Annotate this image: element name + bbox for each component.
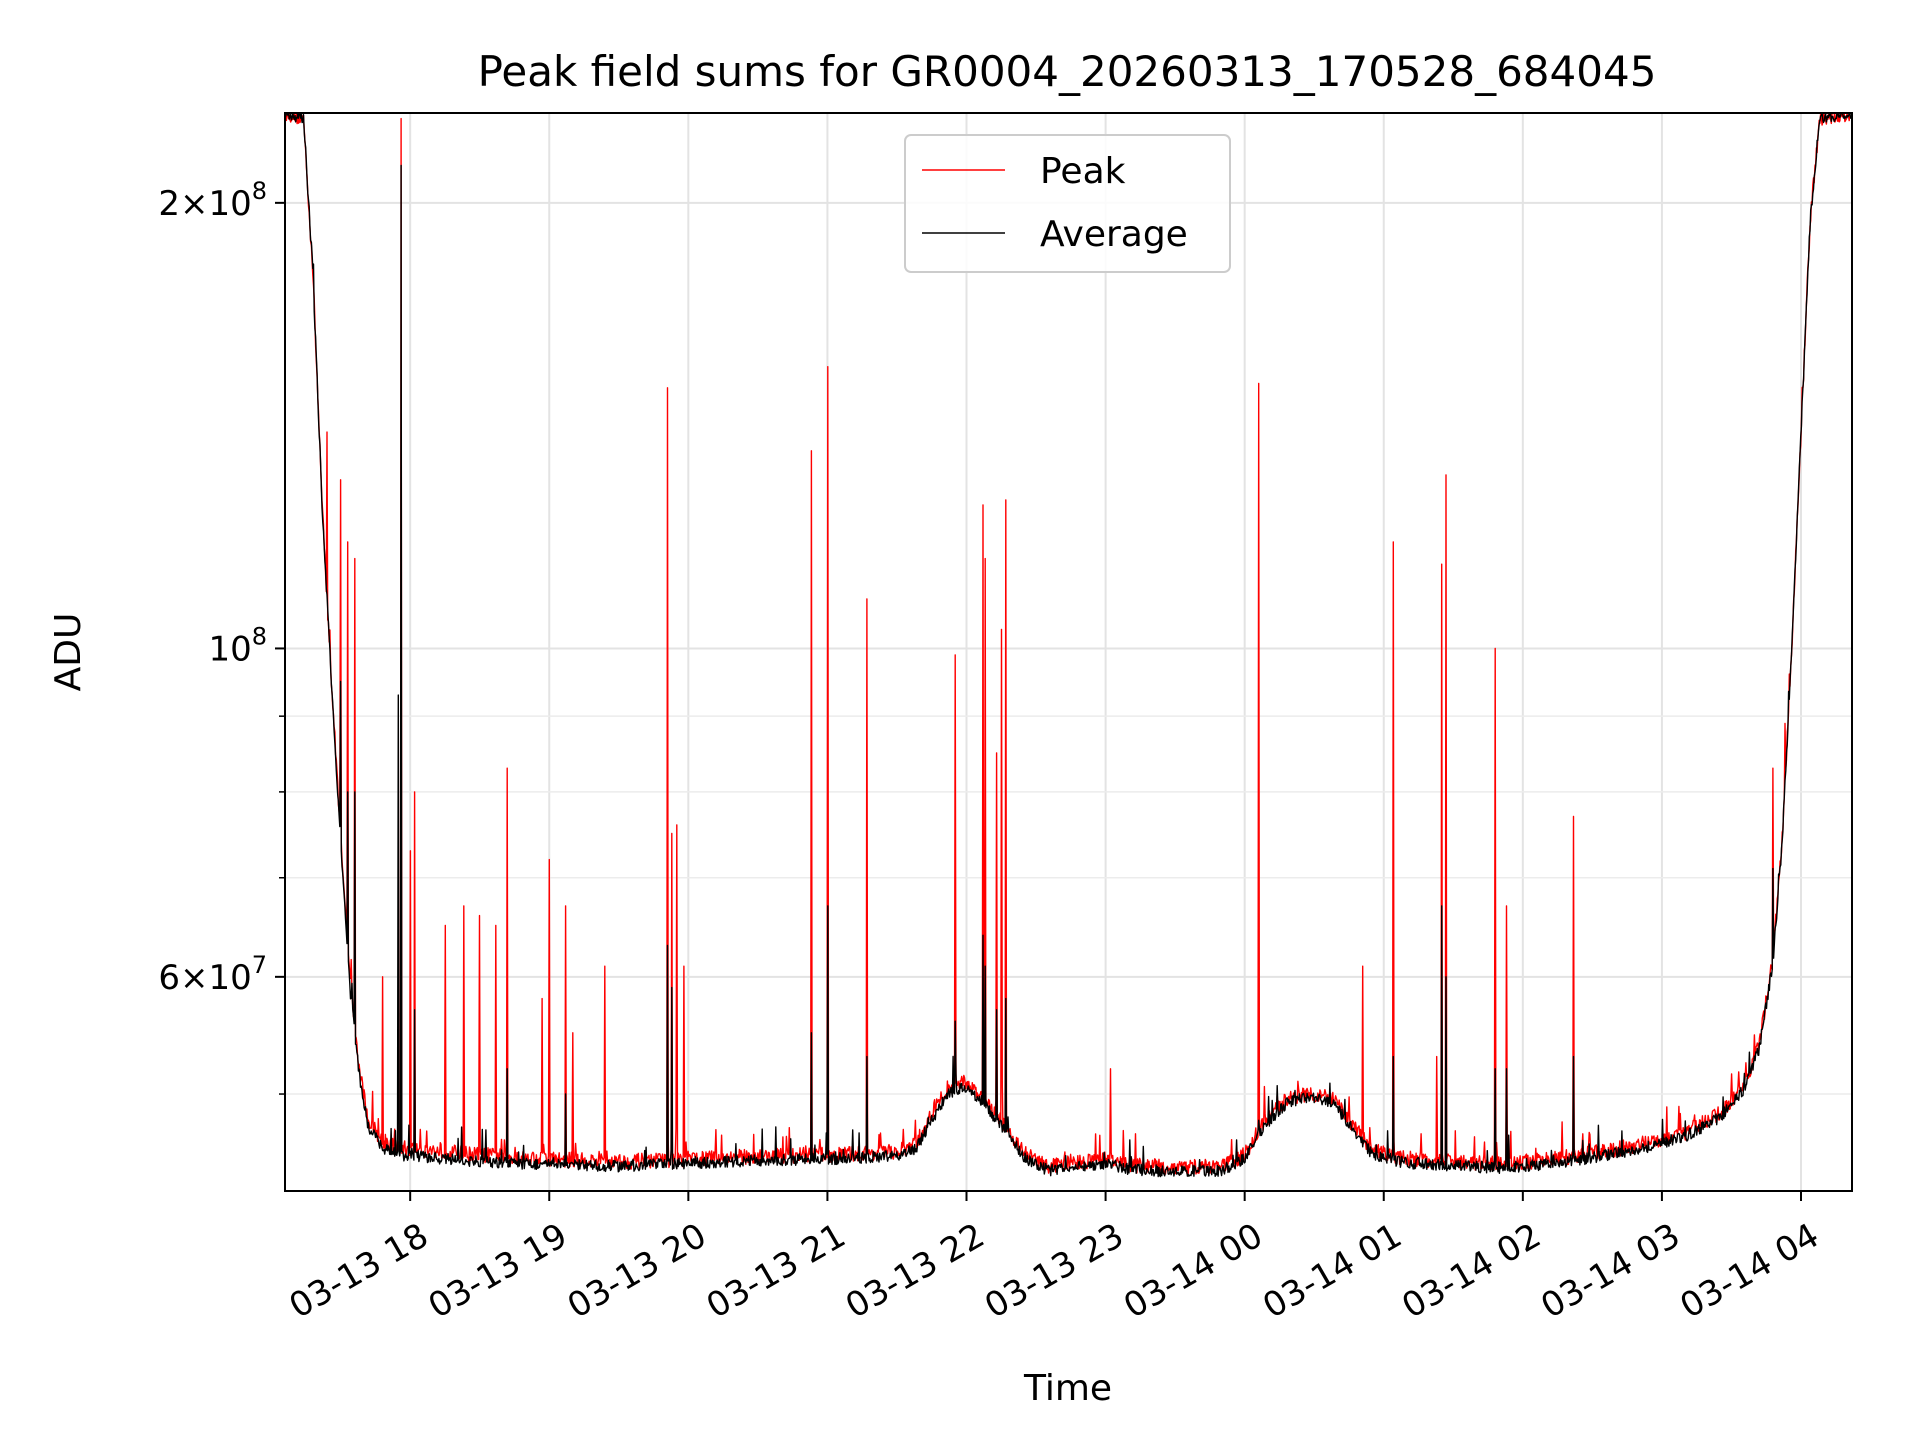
- series-line-average: [284, 112, 1853, 1178]
- legend: Peak Average: [904, 134, 1231, 273]
- chart-title: Peak field sums for GR0004_20260313_1705…: [478, 47, 1657, 96]
- series-line-peak: [284, 112, 1853, 1175]
- y-axis-label: ADU: [48, 613, 89, 692]
- legend-label-average: Average: [1040, 214, 1188, 255]
- legend-label-peak: Peak: [1040, 151, 1126, 192]
- y-tick-label: 108: [208, 622, 267, 669]
- plot-frame: [284, 112, 1853, 1192]
- y-axis: 6×107 108 2×108: [158, 177, 285, 1095]
- x-axis-label: Time: [1023, 1368, 1112, 1409]
- y-tick-label: 2×108: [158, 177, 267, 224]
- y-tick-label: 6×107: [158, 951, 267, 998]
- series-layer: [284, 112, 1853, 1178]
